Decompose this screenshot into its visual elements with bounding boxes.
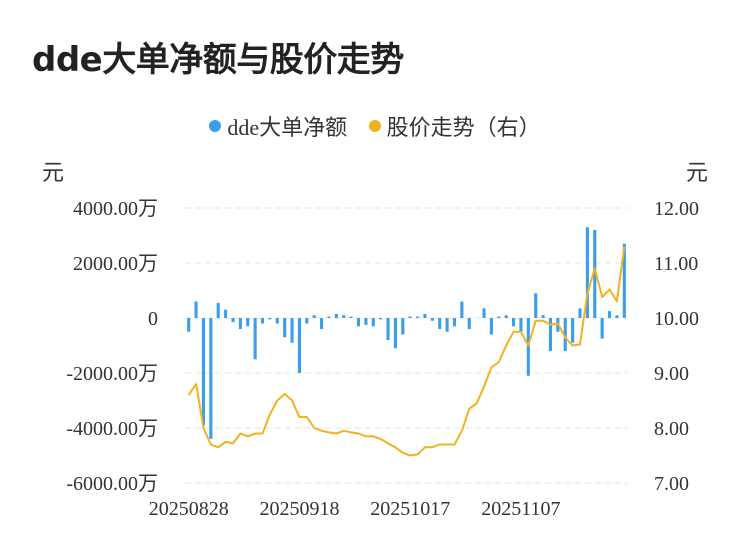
dde-bar (563, 318, 567, 351)
x-tick-label: 20251017 (370, 498, 450, 520)
chart-title: dde大单净额与股价走势 (32, 40, 404, 80)
dde-bar (334, 313, 338, 318)
dde-bar (216, 302, 220, 318)
dde-bar (452, 318, 457, 327)
dde-bar (504, 315, 508, 318)
dde-bar (260, 318, 265, 324)
dde-bar (467, 318, 471, 329)
left-axis-unit: 元 (42, 160, 65, 185)
dde-bar (253, 318, 257, 360)
y-left-tick-label: 4000.00万 (73, 198, 158, 220)
legend-marker-dde (209, 120, 222, 132)
dde-bar (283, 318, 287, 338)
dde-bar (607, 311, 612, 318)
dde-bar (386, 318, 390, 340)
dde-bar (519, 318, 523, 332)
dde-bar (246, 318, 250, 327)
dde-bar (460, 301, 464, 318)
y-left-tick-label: 2000.00万 (73, 253, 158, 275)
y-right-tick-label: 10.00 (654, 308, 699, 330)
dde-bar (268, 318, 272, 320)
dde-bar (194, 301, 198, 318)
dde-bar (312, 315, 316, 318)
chart-legend: dde大单净额 股价走势（右） (0, 110, 750, 142)
dde-bar (408, 316, 412, 318)
y-right-tick-label: 8.00 (654, 418, 689, 440)
dde-bar (187, 318, 191, 332)
dde-bar (320, 318, 324, 329)
price-line (187, 246, 626, 457)
legend-label-dde: dde大单净额 (227, 115, 348, 140)
dde-bar (371, 318, 375, 327)
y-right-tick-label: 12.00 (654, 198, 699, 220)
right-axis-unit: 元 (685, 160, 708, 185)
dde-bar (593, 230, 597, 318)
legend-marker-price (368, 120, 381, 132)
dde-bar (423, 313, 427, 318)
y-right-tick-label: 9.00 (654, 363, 689, 385)
dde-bar (622, 243, 626, 318)
y-left-tick-label: 0 (148, 308, 158, 330)
dde-bar (349, 316, 353, 318)
dde-bar (445, 318, 449, 332)
dde-bar (297, 318, 301, 373)
dde-bar (548, 318, 553, 351)
y-right-tick-label: 11.00 (654, 253, 698, 275)
dde-bar (416, 316, 420, 318)
dde-bar (342, 315, 346, 318)
legend-item-dde[interactable]: dde大单净额 (209, 110, 347, 142)
dde-bar (305, 318, 309, 324)
dde-bar (489, 318, 493, 335)
dde-bar (526, 318, 530, 376)
dde-bar (512, 318, 516, 327)
dde-bar (201, 318, 206, 426)
dde-bar (578, 308, 582, 318)
y-left-tick-label: -2000.00万 (66, 363, 158, 385)
dde-bar (238, 318, 242, 329)
dde-bar (600, 318, 604, 339)
x-tick-label: 20251107 (481, 498, 560, 520)
x-tick-label: 20250918 (259, 498, 339, 520)
dde-bar (571, 318, 575, 343)
dde-bar (438, 318, 442, 329)
y-left-tick-label: -4000.00万 (66, 418, 158, 440)
x-tick-label: 20250828 (149, 498, 229, 520)
dde-bar (379, 318, 383, 320)
dde-bar (401, 318, 405, 335)
dde-bar (209, 318, 213, 439)
dde-bar (430, 318, 434, 321)
dde-bar (541, 315, 545, 318)
dde-bar (482, 308, 486, 318)
dde-bar (327, 316, 331, 318)
y-left-tick-label: -6000.00万 (66, 473, 158, 495)
dde-bar (585, 227, 589, 318)
dde-bar (615, 315, 619, 318)
dde-bar (231, 318, 235, 323)
y-right-tick-label: 7.00 (654, 473, 689, 495)
legend-item-price[interactable]: 股价走势（右） (368, 110, 541, 142)
dde-bar (364, 318, 368, 325)
dde-bar (356, 318, 361, 327)
dde-bar (275, 318, 279, 324)
dde-bar (534, 293, 538, 318)
dde-bar (497, 316, 501, 318)
legend-label-price: 股价走势（右） (386, 115, 541, 140)
dde-bar (290, 318, 294, 343)
dde-bar (224, 309, 228, 318)
dde-bar (393, 318, 397, 349)
